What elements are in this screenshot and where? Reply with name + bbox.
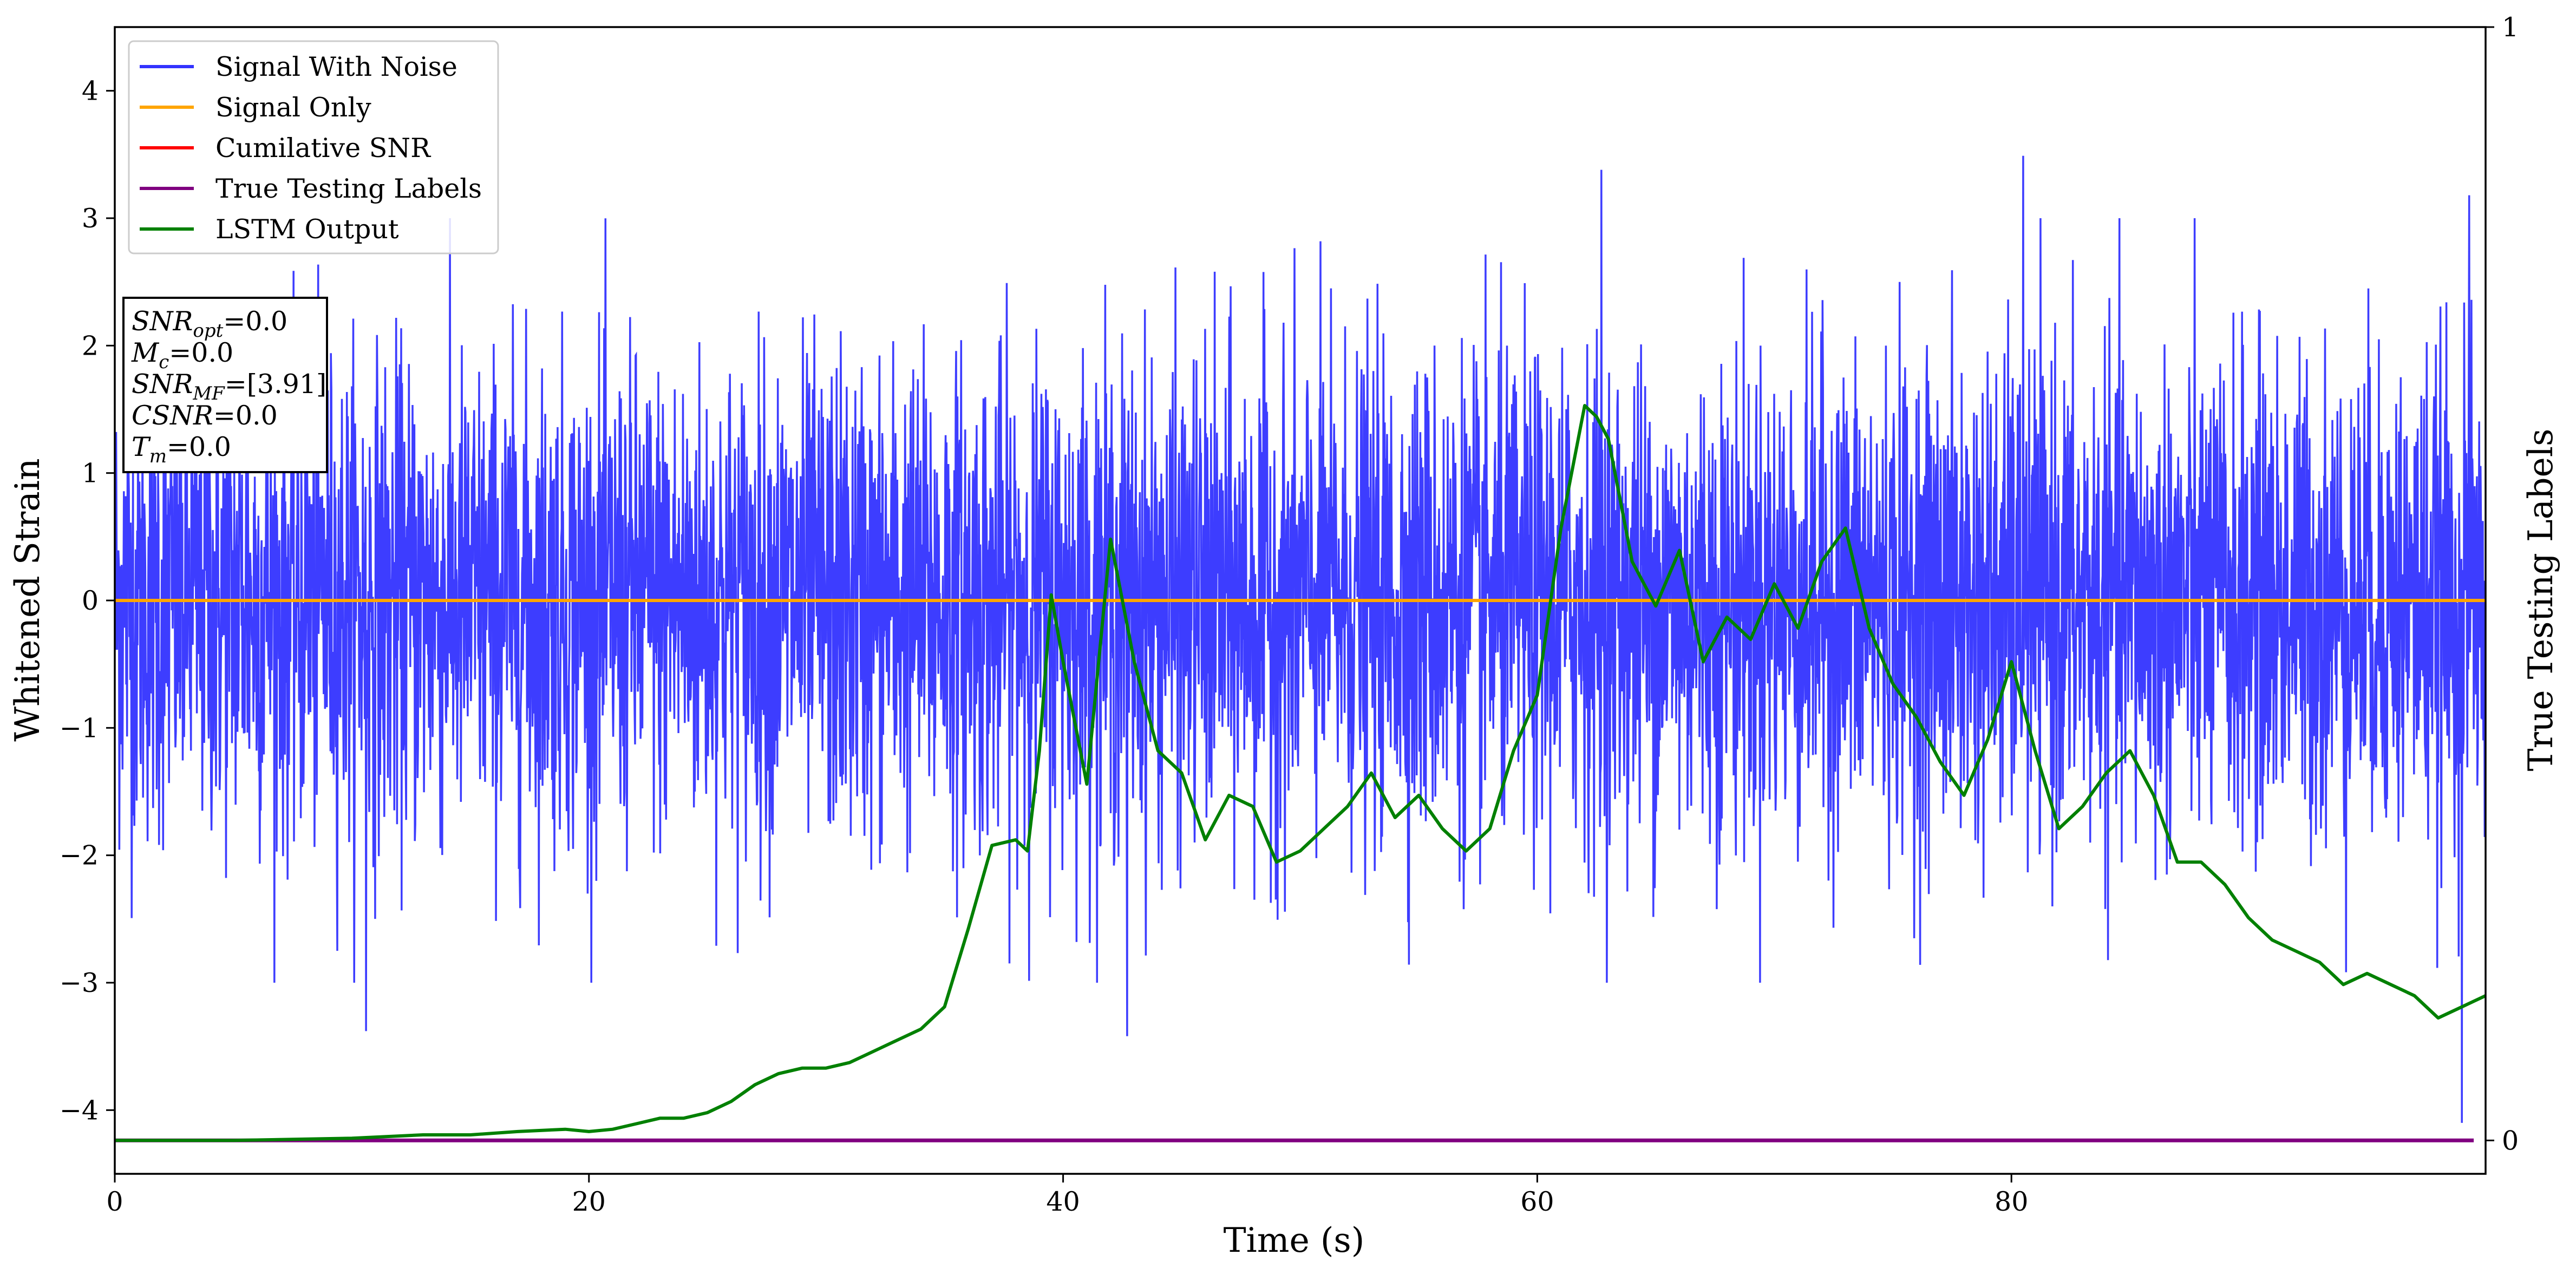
x-axis-ticks: 0 20 40 60 80	[106, 1174, 2028, 1217]
y-right-axis-ticks: 01	[2486, 12, 2519, 1156]
x-tick-label-20: 20	[572, 1186, 606, 1217]
legend-box	[128, 40, 499, 254]
annotation-frame	[122, 297, 328, 473]
y-axis-label: Whitened Strain	[8, 458, 47, 741]
annotation-snr-mf: SNRMF=[3.91]	[132, 369, 326, 404]
x-tick-label-0: 0	[106, 1186, 123, 1217]
annotation-csnr: CSNR=0.0	[132, 400, 278, 431]
y-right-axis-label: True Testing Labels	[2521, 429, 2560, 772]
y-tick-label--4: −4	[60, 1095, 99, 1126]
legend-label-signal-only: Signal Only	[215, 92, 371, 123]
annotation-mc: Mc=0.0	[131, 337, 233, 373]
x-tick-label-60: 60	[1520, 1186, 1554, 1217]
legend-label-cumulative-snr: Cumilative SNR	[215, 133, 431, 164]
annotation-box: SNRopt=0.0 Mc=0.0 SNRMF=[3.91] CSNR=0.0 …	[122, 297, 328, 473]
x-tick-label-80: 80	[1995, 1186, 2028, 1217]
annotation-snr-opt: SNRopt=0.0	[132, 306, 287, 342]
y-tick-label--2: −2	[60, 840, 99, 871]
y-axis-ticks: −4 −3 −2 −1 0 1 2 3 4	[60, 76, 115, 1126]
y-tick-label-4: 4	[82, 76, 99, 107]
y-right-tick-label-0: 0	[2502, 1125, 2519, 1156]
legend-label-lstm-output: LSTM Output	[215, 214, 399, 245]
y-tick-label-0: 0	[82, 585, 99, 616]
y-tick-label-3: 3	[82, 203, 99, 234]
x-tick-label-40: 40	[1046, 1186, 1080, 1217]
y-tick-label-2: 2	[82, 330, 99, 361]
y-right-tick-label-1: 1	[2502, 12, 2519, 43]
legend-label-signal-with-noise: Signal With Noise	[215, 51, 457, 82]
series-signal-with-noise	[115, 155, 2486, 1123]
y-tick-label--3: −3	[60, 968, 99, 998]
legend-label-true-testing-labels: True Testing Labels	[215, 173, 482, 204]
series-lstm-output	[115, 404, 2486, 1142]
annotation-tm: Tm=0.0	[132, 432, 231, 467]
x-axis-label: Time (s)	[1224, 1220, 1365, 1260]
y-tick-label-1: 1	[82, 458, 99, 489]
legend: Signal With Noise Signal Only Cumilative…	[128, 40, 499, 254]
y-tick-label--1: −1	[60, 713, 99, 743]
